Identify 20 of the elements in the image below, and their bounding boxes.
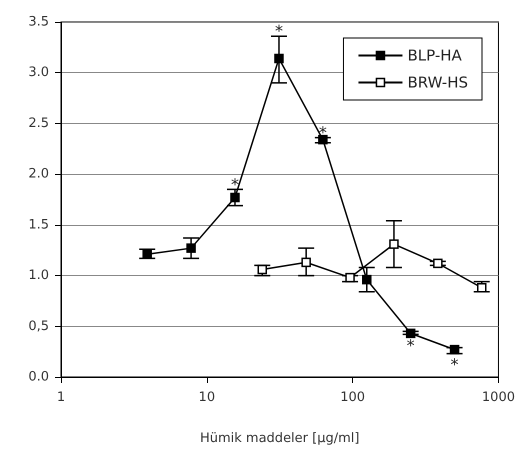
y-tick-label: 2.0 bbox=[28, 166, 49, 182]
annotation: * bbox=[230, 174, 239, 194]
x-axis-title: Hümik maddeler [µg/ml] bbox=[200, 431, 360, 446]
annotation: * bbox=[406, 336, 415, 355]
y-tick-label: 2.5 bbox=[28, 116, 49, 131]
legend-label: BLP-HA bbox=[407, 46, 463, 64]
x-tick-label: 1000 bbox=[482, 390, 516, 405]
x-tick-label: 1 bbox=[56, 390, 66, 405]
y-tick-label: 3.5 bbox=[28, 14, 49, 30]
annotation: * bbox=[318, 123, 327, 142]
y-tick-label: 3.0 bbox=[28, 65, 49, 80]
y-tick-label: 0,5 bbox=[28, 318, 49, 334]
y-tick-label: 0.0 bbox=[28, 370, 49, 384]
legend-label: BRW-HS bbox=[407, 74, 468, 92]
y-tick-label: 1.0 bbox=[28, 268, 49, 284]
x-tick-label: 10 bbox=[198, 390, 216, 405]
annotation: * bbox=[450, 355, 459, 374]
x-tick-label: 100 bbox=[340, 390, 366, 405]
y-tick-label: 1.5 bbox=[28, 217, 49, 232]
annotation: * bbox=[274, 22, 283, 41]
